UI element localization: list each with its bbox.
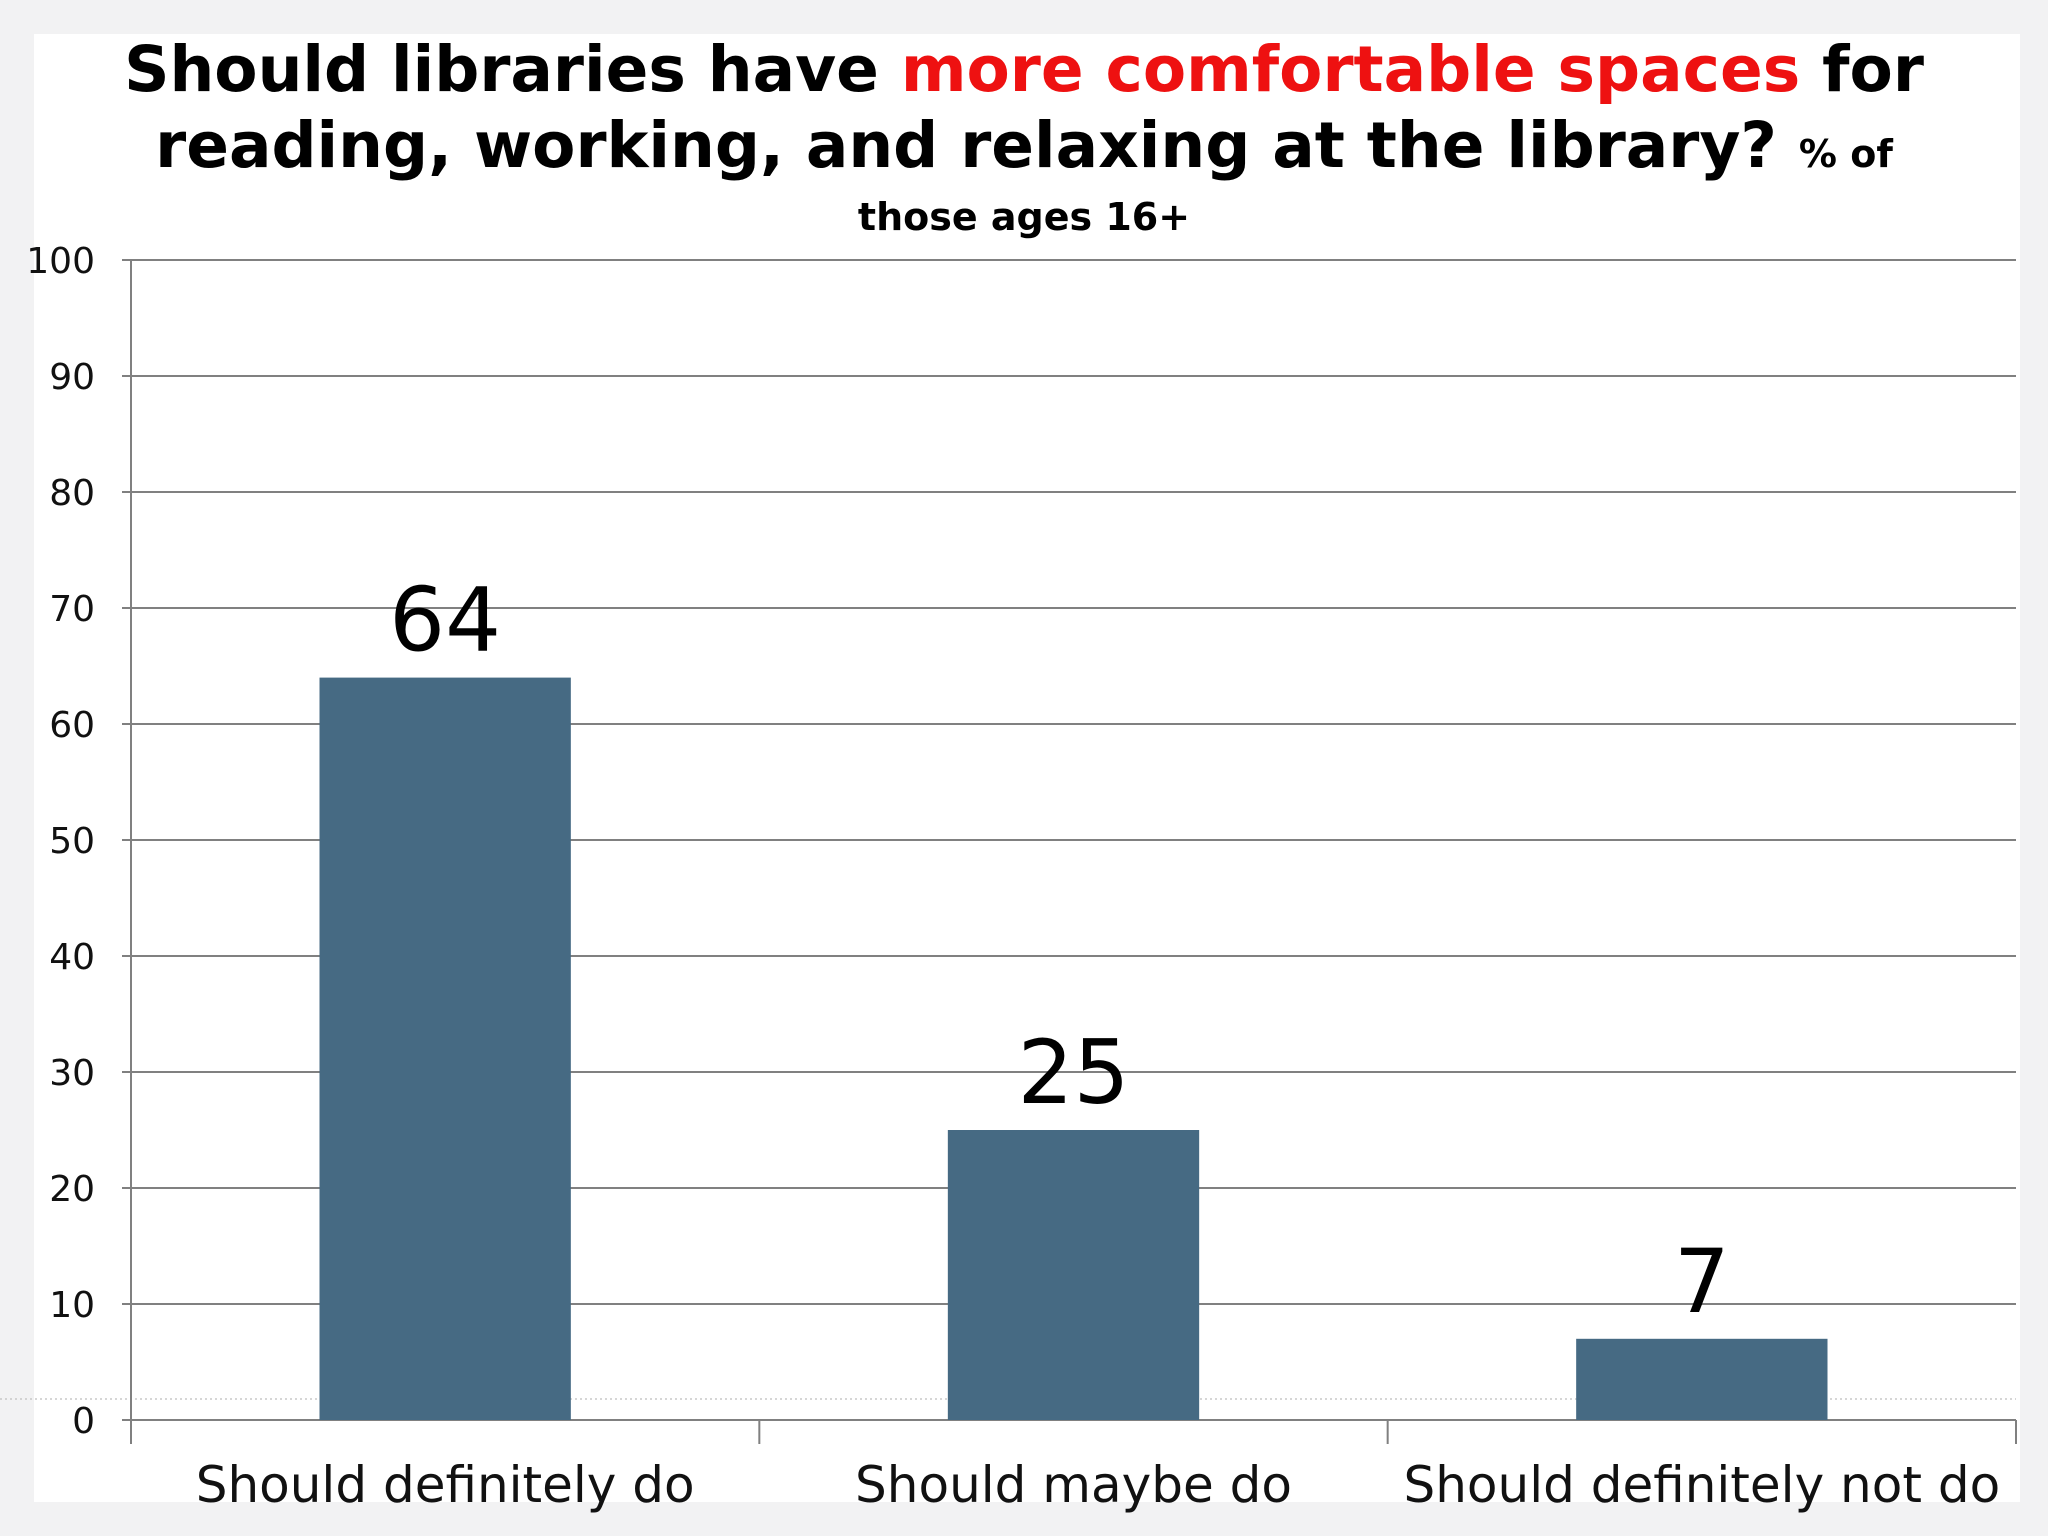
bar-3 <box>1576 1338 1828 1420</box>
y-tick-label: 50 <box>49 821 95 862</box>
title-line-2-text: reading, working, and relaxing at the li… <box>155 109 1777 182</box>
title-line-2: reading, working, and relaxing at the li… <box>0 108 2048 192</box>
category-label-1: Should definitely do <box>196 1456 695 1514</box>
title-part-2: for <box>1800 33 1924 106</box>
y-tick-label: 10 <box>49 1285 95 1326</box>
y-tick-label: 100 <box>26 241 95 282</box>
title-part-1: Should libraries have <box>124 33 901 106</box>
bar-1 <box>319 677 571 1420</box>
chart-title: Should libraries have more comfortable s… <box>0 0 2048 242</box>
y-tick-label: 70 <box>49 589 95 630</box>
category-label-2: Should maybe do <box>855 1456 1292 1514</box>
y-tick-label: 80 <box>49 473 95 514</box>
y-tick-label: 40 <box>49 937 95 978</box>
y-tick-label: 60 <box>49 705 95 746</box>
bar-2 <box>947 1130 1200 1420</box>
title-unit-a: % of <box>1798 132 1893 176</box>
y-tick-label: 20 <box>49 1169 95 1210</box>
title-unit-b: those ages 16+ <box>857 195 1191 239</box>
y-tick-label: 30 <box>49 1053 95 1094</box>
y-tick-label: 90 <box>49 357 95 398</box>
data-label-2: 25 <box>1018 1021 1130 1124</box>
y-tick-label: 0 <box>72 1401 95 1442</box>
category-label-3: Should definitely not do <box>1404 1456 2001 1514</box>
title-highlight: more comfortable spaces <box>900 33 1801 106</box>
data-label-3: 7 <box>1674 1230 1730 1333</box>
title-line-1: Should libraries have more comfortable s… <box>0 32 2048 108</box>
data-label-1: 64 <box>389 569 501 672</box>
